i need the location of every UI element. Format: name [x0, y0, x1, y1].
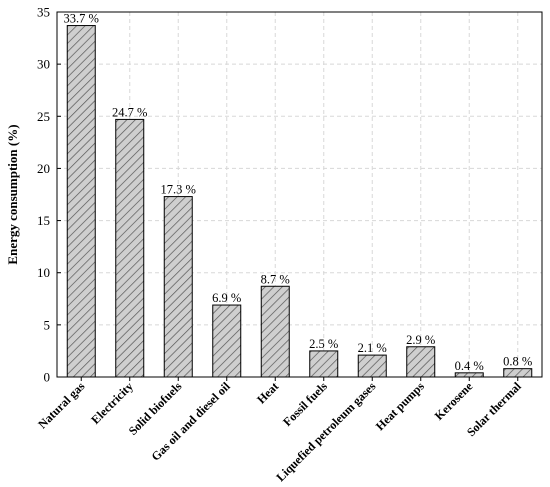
data-label: 2.5 % [309, 337, 338, 351]
data-label: 0.4 % [455, 359, 484, 373]
plot-frame [56, 11, 543, 378]
bar [260, 285, 290, 378]
y-tick-label: 15 [37, 213, 50, 228]
bar [454, 372, 484, 378]
y-tick-label: 10 [37, 265, 50, 280]
y-tick-label: 25 [37, 109, 50, 124]
bar [503, 368, 533, 378]
x-category-label: Liquefied petroleum gases [273, 379, 378, 484]
x-category-label: Heat pumps [373, 379, 427, 433]
bar [406, 346, 436, 378]
y-axis-ticks: 0 5 10 15 20 25 30 35 [37, 5, 61, 385]
bar [66, 25, 96, 378]
data-label: 2.9 % [406, 333, 435, 347]
y-axis-title: Energy consumption (%) [5, 124, 20, 264]
data-label: 6.9 % [212, 291, 241, 305]
data-label: 33.7 % [64, 12, 99, 26]
bar [309, 350, 339, 378]
bar [115, 118, 145, 378]
data-label: 0.8 % [503, 355, 532, 369]
bar [212, 304, 242, 378]
y-tick-label: 35 [37, 5, 50, 20]
data-label: 2.1 % [358, 341, 387, 355]
data-label: 17.3 % [161, 183, 196, 197]
x-category-label: Electricity [88, 379, 136, 427]
bars [66, 25, 533, 378]
y-tick-label: 0 [44, 370, 51, 385]
bar [357, 354, 387, 378]
y-tick-label: 30 [37, 57, 50, 72]
x-category-label: Natural gas [35, 379, 87, 431]
data-label: 8.7 % [261, 272, 290, 286]
y-tick-label: 20 [37, 161, 50, 176]
y-tick-label: 5 [44, 317, 51, 332]
x-category-label: Kerosene [432, 379, 476, 423]
data-labels: 33.7 % 24.7 % 17.3 % 6.9 % 8.7 % 2.5 % 2.1 % 2.… [64, 12, 533, 373]
data-label: 24.7 % [112, 105, 147, 119]
x-category-label: Fossil fuels [280, 379, 330, 429]
x-category-label: Heat [254, 379, 281, 406]
bar [163, 196, 193, 378]
